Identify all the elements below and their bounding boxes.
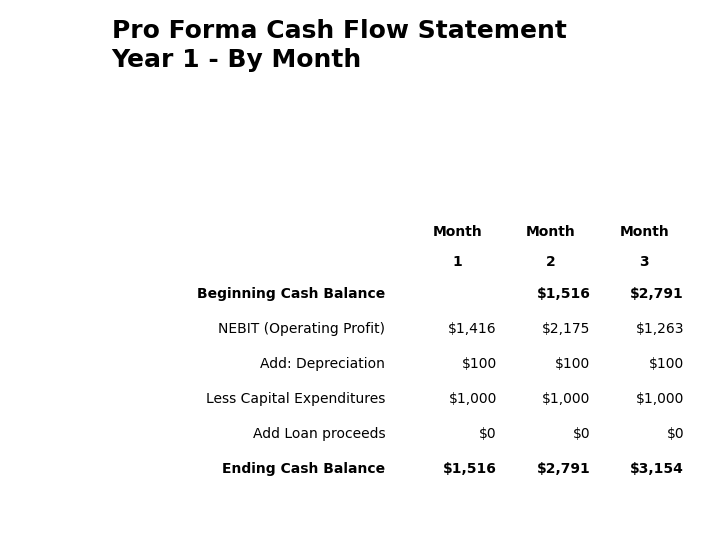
Text: $2,791: $2,791 xyxy=(630,287,684,301)
Text: $2,791: $2,791 xyxy=(536,462,590,476)
Text: 2: 2 xyxy=(546,255,556,269)
Text: $0: $0 xyxy=(573,427,590,441)
Text: $1,000: $1,000 xyxy=(449,392,497,406)
Text: $2,175: $2,175 xyxy=(542,322,590,336)
Text: Beginning Cash Balance: Beginning Cash Balance xyxy=(197,287,385,301)
Text: $1,516: $1,516 xyxy=(536,287,590,301)
Text: Month: Month xyxy=(432,225,482,239)
Text: Month: Month xyxy=(619,225,670,239)
Text: $0: $0 xyxy=(480,427,497,441)
Text: Less Capital Expenditures: Less Capital Expenditures xyxy=(206,392,385,406)
Text: $1,000: $1,000 xyxy=(542,392,590,406)
Text: $1,263: $1,263 xyxy=(636,322,684,336)
Text: 3: 3 xyxy=(639,255,649,269)
Text: $100: $100 xyxy=(649,357,684,371)
Text: Add Loan proceeds: Add Loan proceeds xyxy=(253,427,385,441)
Text: 1: 1 xyxy=(452,255,462,269)
Text: $1,000: $1,000 xyxy=(636,392,684,406)
Text: $100: $100 xyxy=(462,357,497,371)
Text: NEBIT (Operating Profit): NEBIT (Operating Profit) xyxy=(218,322,385,336)
Text: $100: $100 xyxy=(555,357,590,371)
Text: $0: $0 xyxy=(667,427,684,441)
Text: Month: Month xyxy=(526,225,576,239)
Text: $3,154: $3,154 xyxy=(630,462,684,476)
Text: Add: Depreciation: Add: Depreciation xyxy=(261,357,385,371)
Text: $1,416: $1,416 xyxy=(448,322,497,336)
Text: $1,516: $1,516 xyxy=(443,462,497,476)
Text: Ending Cash Balance: Ending Cash Balance xyxy=(222,462,385,476)
Text: Pro Forma Cash Flow Statement
Year 1 - By Month: Pro Forma Cash Flow Statement Year 1 - B… xyxy=(112,19,567,72)
